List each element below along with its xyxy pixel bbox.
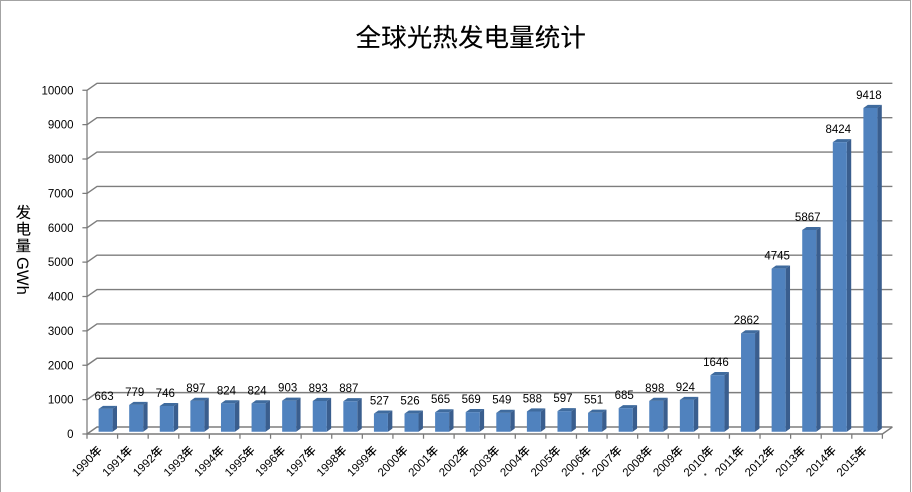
svg-text:527: 527 bbox=[370, 396, 389, 408]
svg-text:3000: 3000 bbox=[48, 326, 74, 338]
svg-text:565: 565 bbox=[431, 394, 450, 406]
svg-text:2862: 2862 bbox=[734, 315, 760, 327]
svg-text:10000: 10000 bbox=[42, 85, 74, 97]
svg-text:588: 588 bbox=[523, 393, 542, 405]
svg-text:9418: 9418 bbox=[856, 90, 882, 102]
svg-text:685: 685 bbox=[615, 390, 634, 402]
svg-text:898: 898 bbox=[645, 383, 664, 395]
svg-text:4745: 4745 bbox=[764, 251, 790, 263]
svg-text:8424: 8424 bbox=[826, 124, 852, 136]
svg-text:4000: 4000 bbox=[48, 292, 74, 304]
svg-text:824: 824 bbox=[247, 385, 267, 397]
svg-text:897: 897 bbox=[186, 383, 205, 395]
svg-text:824: 824 bbox=[217, 385, 237, 397]
svg-text:549: 549 bbox=[492, 395, 511, 407]
svg-text:1000: 1000 bbox=[48, 395, 74, 407]
svg-text:526: 526 bbox=[400, 396, 419, 408]
svg-text:893: 893 bbox=[309, 383, 328, 395]
svg-text:924: 924 bbox=[676, 382, 696, 394]
svg-text:7000: 7000 bbox=[48, 188, 74, 200]
svg-text:0: 0 bbox=[67, 429, 73, 441]
svg-text:779: 779 bbox=[125, 387, 144, 399]
svg-text:5000: 5000 bbox=[48, 257, 74, 269]
svg-text:887: 887 bbox=[339, 383, 358, 395]
svg-text:1646: 1646 bbox=[703, 357, 729, 369]
svg-text:9000: 9000 bbox=[48, 120, 74, 132]
svg-text:746: 746 bbox=[156, 388, 175, 400]
svg-text:569: 569 bbox=[462, 394, 481, 406]
svg-text:903: 903 bbox=[278, 383, 297, 395]
svg-text:551: 551 bbox=[584, 395, 603, 407]
svg-text:8000: 8000 bbox=[48, 154, 74, 166]
svg-text:597: 597 bbox=[553, 393, 572, 405]
svg-text:6000: 6000 bbox=[48, 223, 74, 235]
svg-text:GWh: GWh bbox=[13, 257, 32, 295]
svg-text:663: 663 bbox=[95, 391, 114, 403]
svg-text:5867: 5867 bbox=[795, 212, 821, 224]
svg-text:2000: 2000 bbox=[48, 360, 74, 372]
